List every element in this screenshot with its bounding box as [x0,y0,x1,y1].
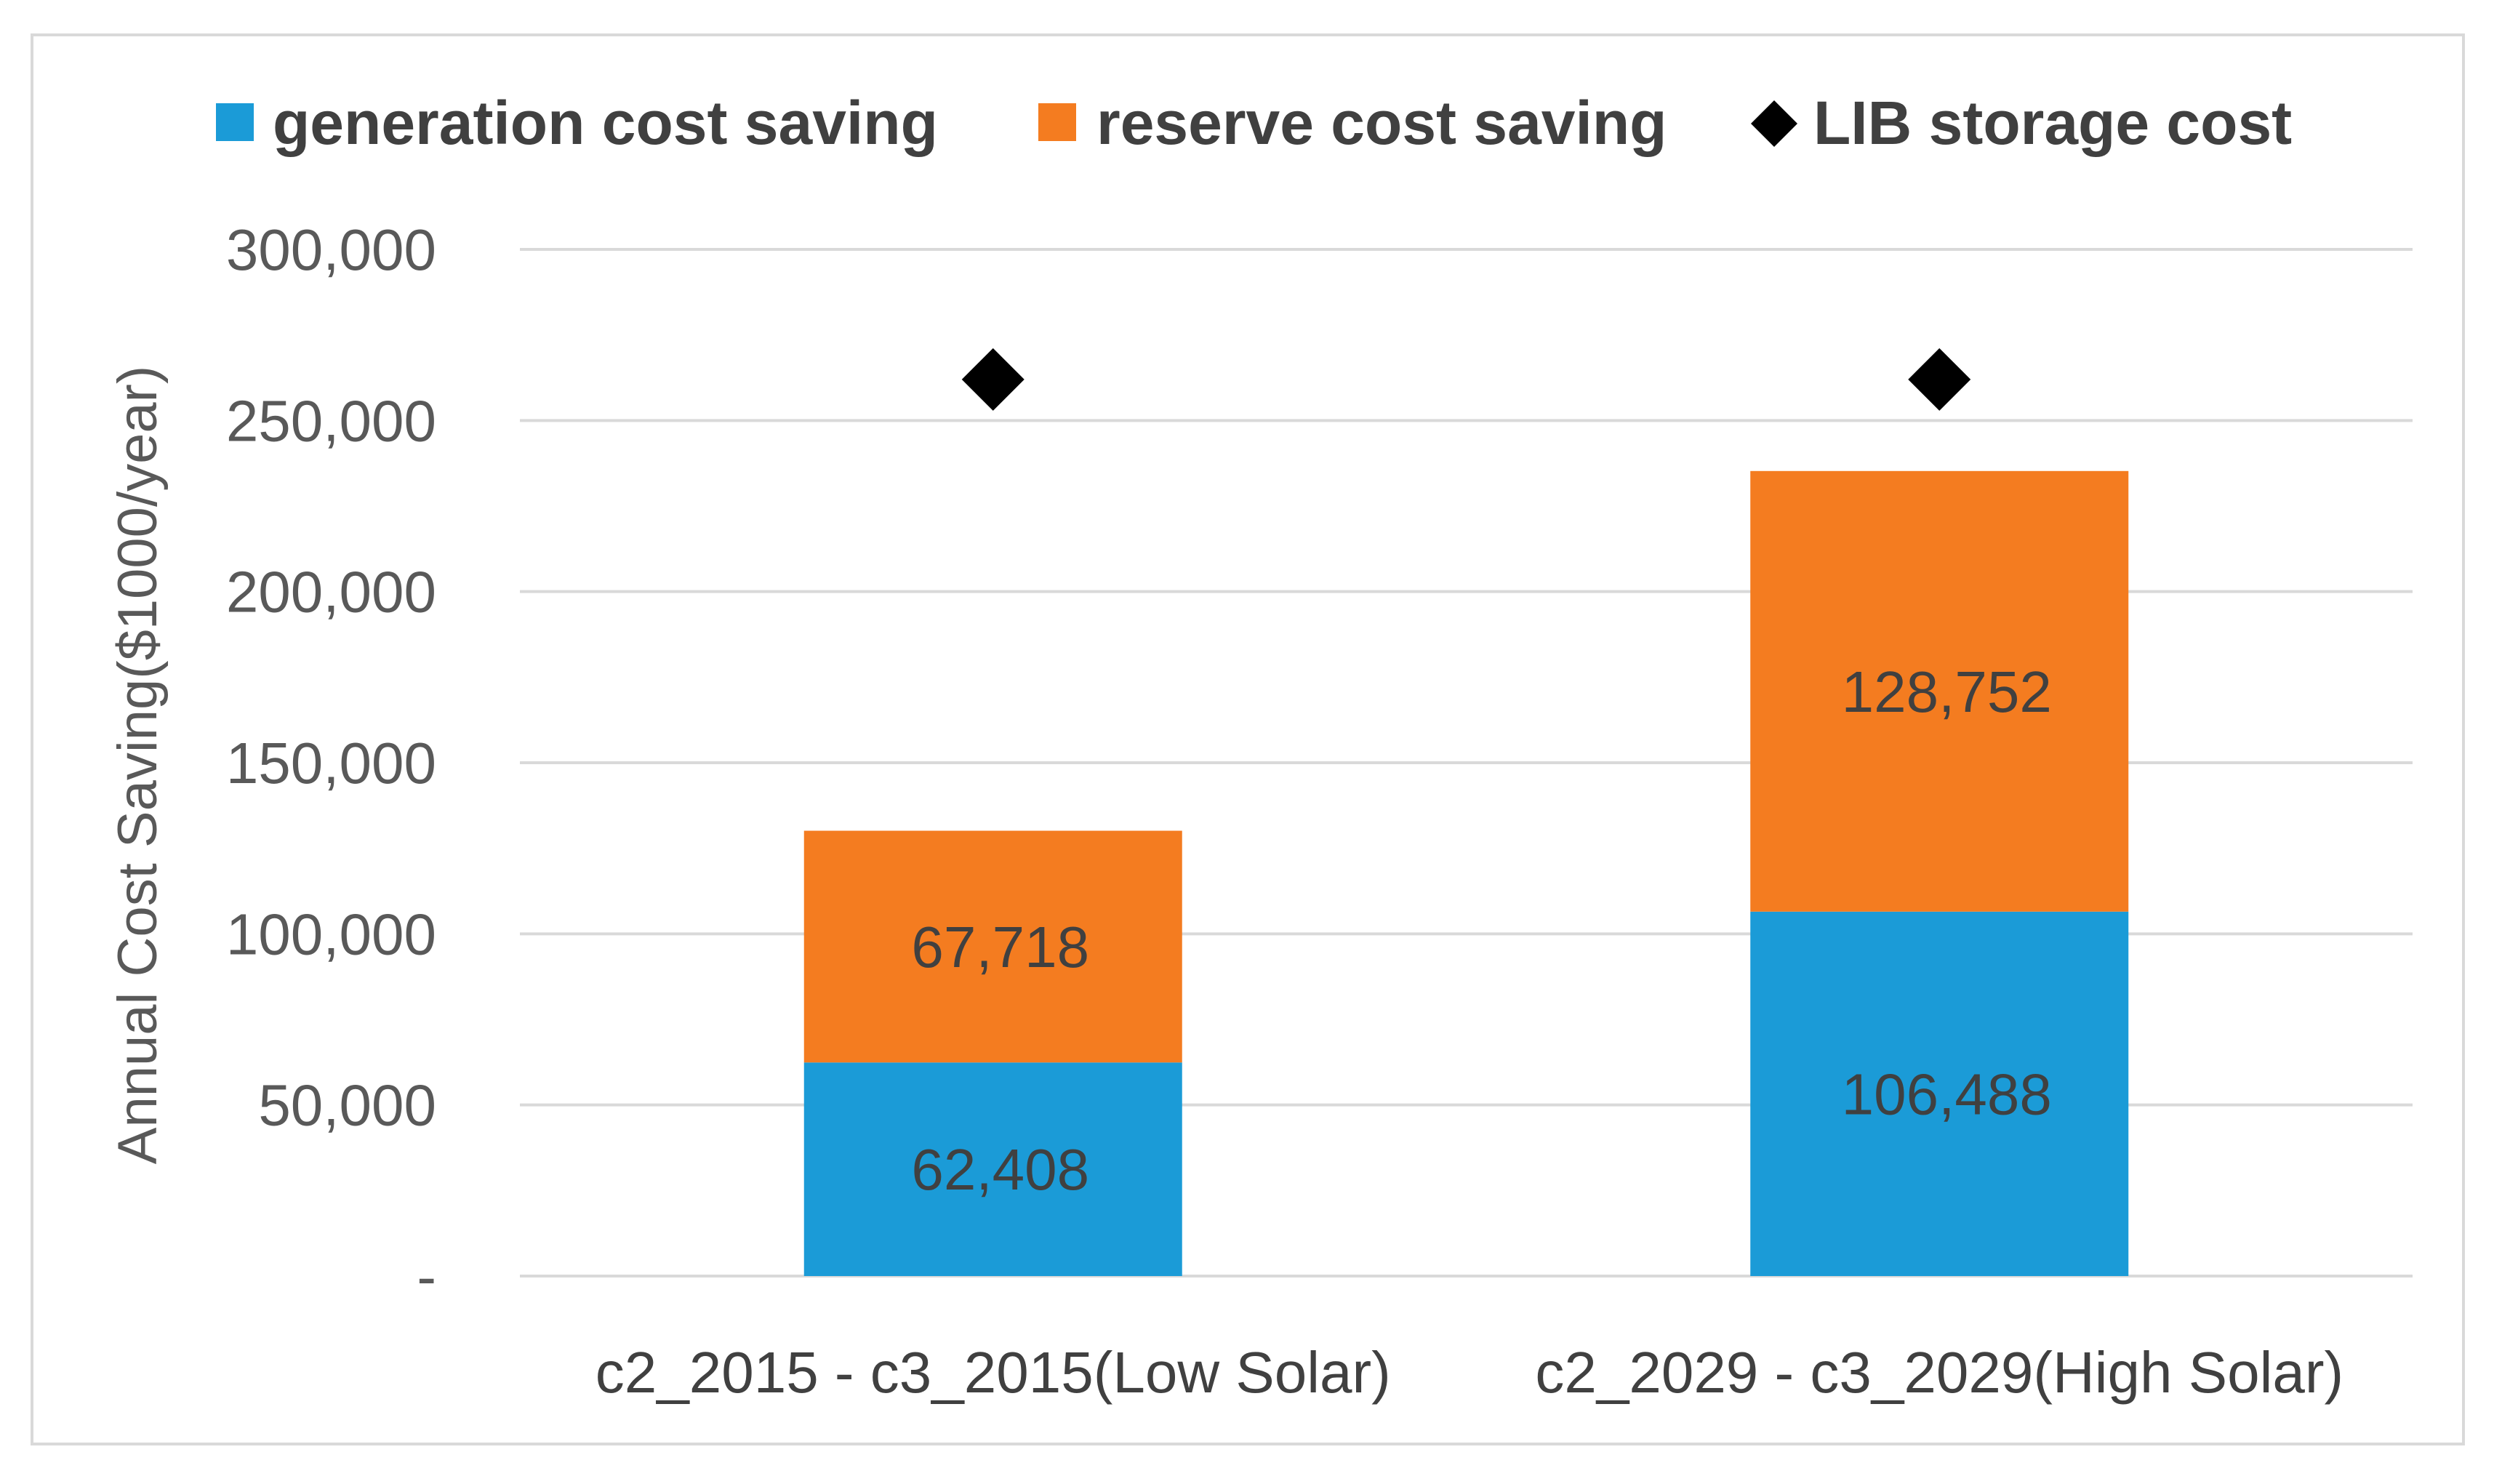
y-tick-label: 300,000 [226,217,436,282]
data-label: 62,408 [911,1137,1089,1202]
y-tick-label: - [417,1244,436,1309]
y-tick-label: 50,000 [258,1073,436,1138]
lib-storage-cost-marker [961,348,1025,411]
y-tick-label: 100,000 [226,902,436,966]
lib-storage-cost-marker [1908,348,1971,411]
x-category-label: c2_2015 - c3_2015(Low Solar) [596,1340,1391,1405]
x-category-label: c2_2029 - c3_2029(High Solar) [1535,1340,2343,1405]
legend-swatch-reserve [1038,103,1076,141]
lib-markers [961,348,1971,411]
y-tick-label: 150,000 [226,731,436,795]
legend-label-lib: LIB storage cost [1813,89,2292,157]
y-axis-ticks: - 50,000 100,000 150,000 200,000 250,000 300,0… [226,217,436,1309]
bar-segment-reserve [803,830,1182,1063]
y-tick-label: 250,000 [226,388,436,453]
legend-swatch-generation [216,103,254,141]
data-label: 128,752 [1842,659,2052,724]
data-label: 67,718 [911,915,1089,979]
legend-label-generation: generation cost saving [273,89,938,157]
x-axis-categories: c2_2015 - c3_2015(Low Solar) c2_2029 - c3… [596,1340,2343,1405]
y-axis-title: Annual Cost Saving($1000/year) [107,366,169,1164]
legend-marker-lib [1751,100,1797,147]
data-label: 106,488 [1842,1062,2052,1126]
bar-segment-generation [1750,911,2129,1276]
bar-segment-reserve [1750,470,2129,912]
y-tick-label: 200,000 [226,560,436,625]
legend: generation cost saving reserve cost savi… [216,89,2292,157]
bars [803,470,2129,1276]
bar-segment-generation [803,1062,1182,1276]
gridlines [520,248,2413,1278]
data-labels: 62,408 67,718 106,488 128,752 [911,659,2051,1202]
legend-label-reserve: reserve cost saving [1096,89,1667,157]
